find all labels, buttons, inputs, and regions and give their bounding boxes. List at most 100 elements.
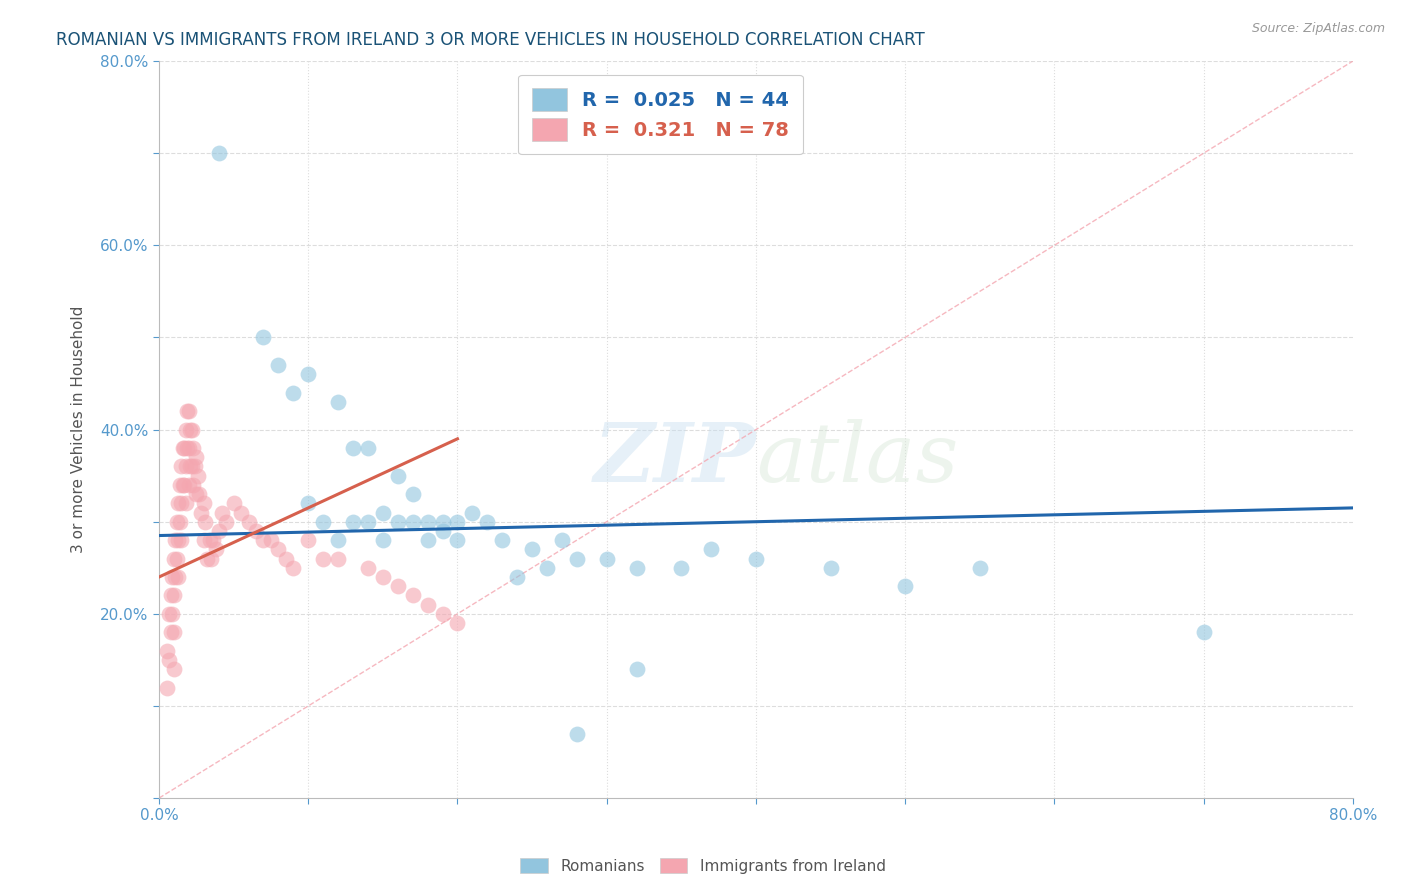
Point	[193, 533, 215, 548]
Point	[267, 542, 290, 557]
Point	[245, 524, 267, 538]
Text: ROMANIAN VS IMMIGRANTS FROM IRELAND 3 OR MORE VEHICLES IN HOUSEHOLD CORRELATION : ROMANIAN VS IMMIGRANTS FROM IRELAND 3 OR…	[56, 31, 925, 49]
Point	[894, 579, 917, 593]
Point	[172, 478, 194, 492]
Point	[194, 515, 217, 529]
Point	[174, 423, 197, 437]
Point	[211, 506, 233, 520]
Point	[177, 478, 200, 492]
Legend: Romanians, Immigrants from Ireland: Romanians, Immigrants from Ireland	[515, 852, 891, 880]
Point	[176, 441, 198, 455]
Point	[162, 570, 184, 584]
Point	[174, 496, 197, 510]
Point	[536, 561, 558, 575]
Point	[700, 542, 723, 557]
Point	[626, 662, 648, 676]
Point	[671, 561, 693, 575]
Point	[184, 459, 207, 474]
Point	[163, 588, 186, 602]
Point	[283, 385, 305, 400]
Point	[387, 468, 409, 483]
Point	[159, 607, 181, 621]
Point	[204, 542, 226, 557]
Point	[416, 598, 439, 612]
Point	[446, 533, 468, 548]
Point	[169, 515, 191, 529]
Point	[169, 478, 191, 492]
Y-axis label: 3 or more Vehicles in Household: 3 or more Vehicles in Household	[72, 306, 86, 553]
Point	[186, 487, 208, 501]
Point	[198, 533, 221, 548]
Point	[595, 551, 617, 566]
Point	[208, 146, 231, 161]
Point	[461, 506, 484, 520]
Point	[969, 561, 991, 575]
Point	[173, 478, 195, 492]
Point	[167, 533, 190, 548]
Point	[326, 551, 349, 566]
Point	[297, 496, 319, 510]
Point	[387, 515, 409, 529]
Point	[160, 588, 183, 602]
Point	[260, 533, 283, 548]
Point	[183, 478, 205, 492]
Text: atlas: atlas	[756, 419, 959, 500]
Point	[167, 570, 190, 584]
Point	[215, 515, 238, 529]
Point	[160, 625, 183, 640]
Point	[170, 459, 193, 474]
Point	[186, 450, 208, 465]
Point	[416, 533, 439, 548]
Point	[446, 515, 468, 529]
Point	[170, 496, 193, 510]
Point	[312, 551, 335, 566]
Point	[193, 496, 215, 510]
Point	[520, 542, 543, 557]
Point	[180, 423, 202, 437]
Point	[416, 515, 439, 529]
Point	[176, 404, 198, 418]
Point	[297, 533, 319, 548]
Point	[357, 441, 380, 455]
Point	[477, 515, 499, 529]
Point	[180, 459, 202, 474]
Legend: R =  0.025   N = 44, R =  0.321   N = 78: R = 0.025 N = 44, R = 0.321 N = 78	[517, 75, 803, 154]
Point	[170, 533, 193, 548]
Point	[432, 607, 454, 621]
Point	[165, 533, 187, 548]
Point	[446, 615, 468, 630]
Point	[177, 441, 200, 455]
Point	[195, 551, 218, 566]
Point	[267, 358, 290, 372]
Text: Source: ZipAtlas.com: Source: ZipAtlas.com	[1251, 22, 1385, 36]
Point	[163, 551, 186, 566]
Point	[179, 459, 201, 474]
Point	[312, 515, 335, 529]
Point	[551, 533, 574, 548]
Point	[166, 515, 188, 529]
Point	[173, 441, 195, 455]
Point	[371, 533, 394, 548]
Point	[190, 506, 212, 520]
Point	[155, 681, 177, 695]
Point	[371, 570, 394, 584]
Point	[283, 561, 305, 575]
Point	[371, 506, 394, 520]
Point	[387, 579, 409, 593]
Point	[402, 487, 425, 501]
Point	[162, 607, 184, 621]
Point	[208, 524, 231, 538]
Point	[252, 330, 274, 344]
Point	[432, 524, 454, 538]
Point	[326, 533, 349, 548]
Point	[201, 533, 224, 548]
Point	[222, 496, 245, 510]
Point	[174, 459, 197, 474]
Point	[177, 404, 200, 418]
Point	[229, 506, 252, 520]
Point	[200, 551, 222, 566]
Point	[166, 551, 188, 566]
Point	[163, 662, 186, 676]
Text: ZIP: ZIP	[593, 419, 756, 500]
Point	[155, 643, 177, 657]
